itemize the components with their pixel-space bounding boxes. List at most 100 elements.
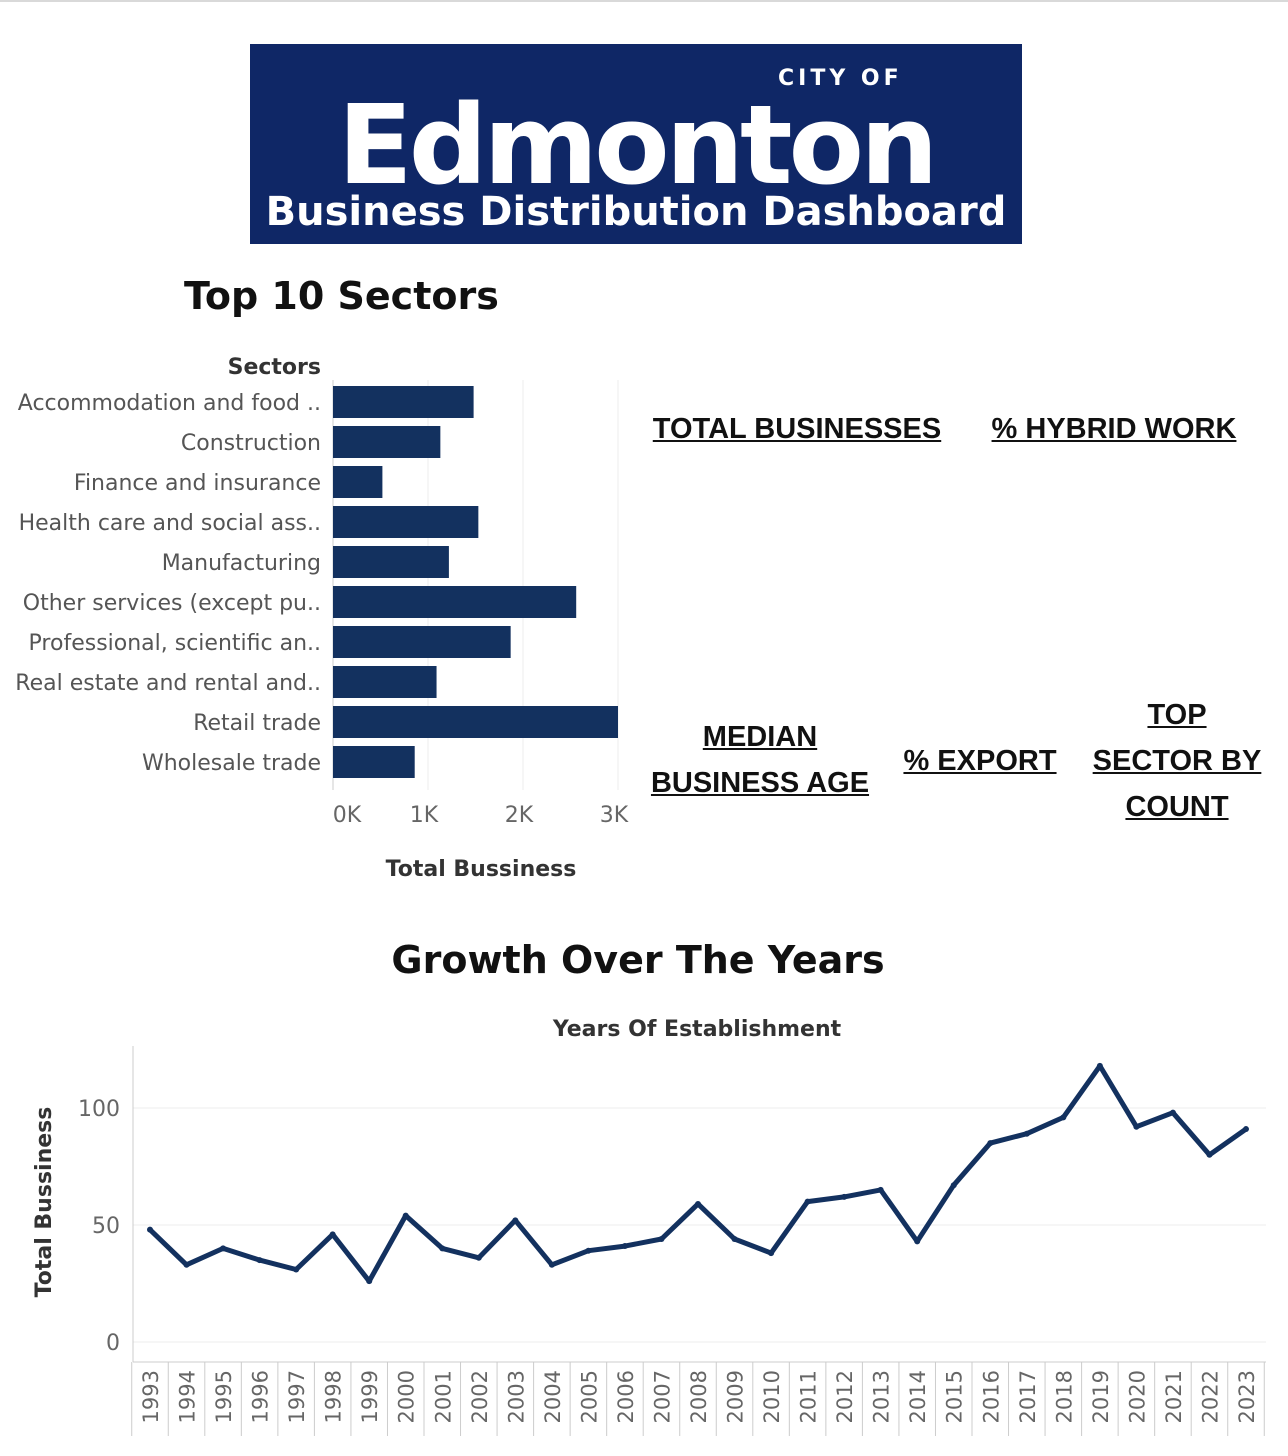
x-tick-label: 2016	[979, 1370, 1003, 1423]
x-tick-label: 2007	[650, 1370, 674, 1423]
series-line[interactable]	[147, 1063, 1249, 1284]
x-tick-label: 2020	[1125, 1370, 1149, 1423]
data-point[interactable]	[1169, 1109, 1176, 1116]
bar[interactable]	[333, 586, 577, 618]
category-label: Real estate and rental and..	[15, 671, 321, 696]
data-point[interactable]	[585, 1247, 592, 1254]
x-tick-label: 2017	[1016, 1370, 1040, 1423]
x-axis-title: Total Bussiness	[386, 857, 577, 882]
data-point[interactable]	[548, 1261, 555, 1268]
edmonton-logo: Edmonton	[337, 81, 939, 209]
x-tick-label: 2K	[505, 803, 534, 828]
data-point[interactable]	[841, 1193, 848, 1200]
x-tick-label: 2002	[468, 1370, 492, 1423]
x-tick-label: 1994	[176, 1370, 200, 1423]
data-point[interactable]	[220, 1245, 227, 1252]
kpi-top-sector: TOP SECTOR BY COUNT	[1092, 699, 1262, 823]
data-point[interactable]	[768, 1250, 775, 1257]
x-tick-label: 1996	[249, 1370, 273, 1423]
x-tick-label: 2022	[1198, 1370, 1222, 1423]
x-tick-label: 2018	[1052, 1370, 1076, 1423]
bar[interactable]	[333, 626, 511, 658]
x-tick-label: 2021	[1162, 1370, 1186, 1423]
y-axis-title: Total Bussiness	[32, 1107, 57, 1298]
bar[interactable]	[333, 426, 441, 458]
line-chart-title: Growth Over The Years	[391, 938, 885, 982]
category-label: Retail trade	[193, 711, 321, 736]
bar[interactable]	[333, 546, 449, 578]
x-tick-label: 2023	[1235, 1370, 1259, 1423]
x-tick-label: 1999	[358, 1370, 382, 1423]
x-tick-label: 2015	[943, 1370, 967, 1423]
x-tick-label: 2019	[1089, 1370, 1113, 1423]
data-point[interactable]	[621, 1243, 628, 1250]
header-banner: CITY OF Edmonton Business Distribution D…	[250, 44, 1022, 244]
bar[interactable]	[333, 506, 479, 538]
bar[interactable]	[333, 706, 618, 738]
category-label: Manufacturing	[162, 551, 321, 576]
y-tick-label: 0	[106, 1331, 120, 1356]
data-point[interactable]	[366, 1278, 373, 1285]
x-tick-label: 0K	[333, 803, 362, 828]
x-tick-label: 1998	[322, 1370, 346, 1423]
category-label: Accommodation and food ..	[18, 391, 321, 416]
x-tick-label: 2004	[541, 1370, 565, 1423]
data-point[interactable]	[1060, 1114, 1067, 1121]
x-tick-label: 2009	[724, 1370, 748, 1423]
x-tick-label: 2003	[504, 1370, 528, 1423]
bar[interactable]	[333, 666, 437, 698]
data-point[interactable]	[183, 1261, 190, 1268]
x-tick-label: 2011	[797, 1370, 821, 1423]
x-axis-title: Years Of Establishment	[552, 1017, 842, 1042]
y-axis-title: Sectors	[228, 355, 321, 380]
data-point[interactable]	[512, 1217, 519, 1224]
bar[interactable]	[333, 746, 415, 778]
x-tick-label: 2010	[760, 1370, 784, 1423]
data-point[interactable]	[731, 1236, 738, 1243]
bar-chart-title: Top 10 Sectors	[184, 274, 499, 318]
bar[interactable]	[333, 466, 383, 498]
data-point[interactable]	[329, 1231, 336, 1238]
kpi-median-business-age: MEDIAN BUSINESS AGE	[650, 721, 870, 799]
x-tick-label: 1995	[212, 1370, 236, 1423]
data-point[interactable]	[804, 1198, 811, 1205]
x-tick-label: 2013	[870, 1370, 894, 1423]
data-point[interactable]	[695, 1200, 701, 1207]
x-tick-label: 2005	[577, 1370, 601, 1423]
x-tick-label: 2000	[395, 1370, 419, 1423]
category-label: Finance and insurance	[74, 471, 321, 496]
x-tick-label: 1993	[139, 1370, 163, 1423]
data-point[interactable]	[950, 1182, 957, 1189]
data-point[interactable]	[1206, 1151, 1213, 1158]
category-label: Other services (except pu..	[23, 591, 321, 616]
data-point[interactable]	[293, 1266, 300, 1273]
bar[interactable]	[333, 386, 474, 418]
data-point[interactable]	[658, 1236, 665, 1243]
x-tick-label: 2014	[906, 1370, 930, 1423]
data-point[interactable]	[256, 1257, 263, 1264]
data-point[interactable]	[914, 1238, 921, 1245]
x-tick-label: 1K	[410, 803, 439, 828]
data-point[interactable]	[439, 1245, 446, 1252]
data-point[interactable]	[877, 1186, 884, 1193]
data-point[interactable]	[1096, 1062, 1103, 1069]
category-label: Construction	[181, 431, 321, 456]
category-label: Professional, scientific an..	[29, 631, 321, 656]
data-point[interactable]	[987, 1140, 994, 1147]
data-point[interactable]	[1133, 1123, 1140, 1130]
data-point[interactable]	[147, 1226, 153, 1233]
x-tick-label: 3K	[600, 803, 629, 828]
kpi-hybrid-work: % HYBRID WORK	[991, 413, 1237, 445]
category-label: Wholesale trade	[142, 751, 321, 776]
top-rule	[0, 0, 1288, 2]
bar-chart: Sectors Accommodation and food .. Construc…	[15, 355, 629, 882]
data-point[interactable]	[1243, 1126, 1249, 1133]
kpi-export: % EXPORT	[903, 745, 1057, 777]
x-tick-label: 1997	[285, 1370, 309, 1423]
x-tick-label: 2001	[431, 1370, 455, 1423]
x-tick-label: 2012	[833, 1370, 857, 1423]
kpi-total-businesses: TOTAL BUSINESSES	[652, 413, 942, 445]
data-point[interactable]	[1023, 1130, 1030, 1137]
data-point[interactable]	[402, 1212, 409, 1219]
data-point[interactable]	[475, 1254, 482, 1261]
